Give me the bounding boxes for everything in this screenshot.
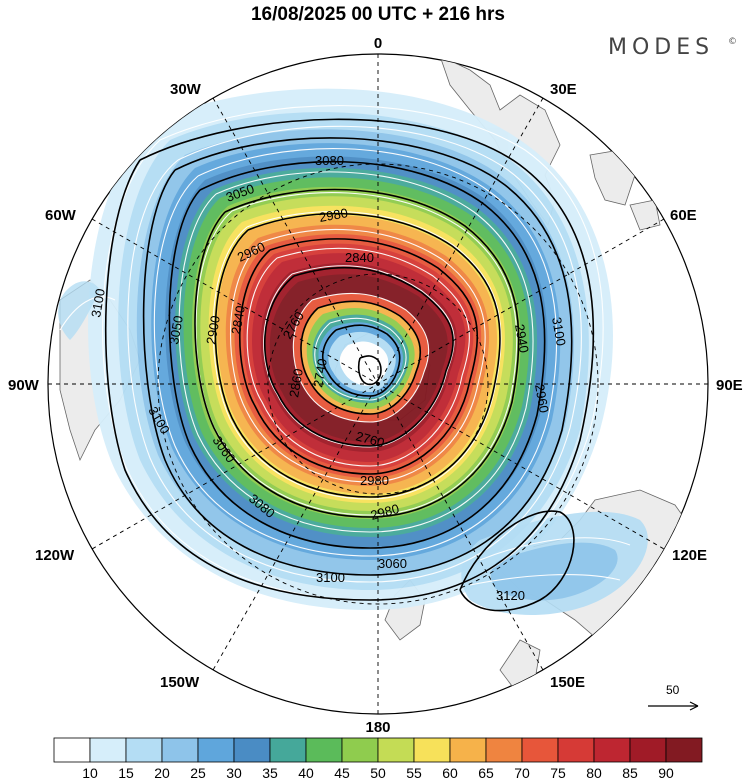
graticule	[48, 54, 708, 714]
lon-label-60w: 60W	[45, 207, 77, 224]
colorbar-swatch	[485, 737, 523, 763]
colorbar-swatch	[341, 737, 379, 763]
contour-label: 2980	[369, 501, 401, 523]
colorbar-tick-label: 50	[370, 765, 386, 781]
lon-label-30w: 30W	[170, 81, 202, 98]
height-contours	[104, 118, 595, 612]
colorbar-swatch	[557, 737, 595, 763]
contour-label: 2940	[512, 323, 532, 354]
island-land	[629, 199, 661, 231]
colorbar-swatch	[593, 737, 631, 763]
lon-label-150e: 150E	[550, 674, 585, 691]
lon-label-120e: 120E	[672, 547, 707, 564]
contour-label: 3080	[315, 153, 344, 168]
contour-labels: 3080 3050 2980 2960 2840 3100 3050 2900 …	[88, 153, 569, 603]
colorbar-swatch	[269, 737, 307, 763]
lon-label-90e: 90E	[716, 377, 743, 394]
contour-3100	[104, 118, 595, 601]
colorbar-swatch	[161, 737, 199, 763]
colorbar-tick-label: 20	[154, 765, 170, 781]
colorbar-swatch	[125, 737, 163, 763]
colorbar-tick-label: 30	[226, 765, 242, 781]
colorbar-tick-label: 45	[334, 765, 350, 781]
contour-label: 2840	[228, 304, 248, 335]
contour-label: 3100	[316, 570, 345, 585]
contour-label: 3120	[496, 588, 525, 603]
contour-2980	[194, 188, 520, 518]
lon-label-150w: 150W	[160, 674, 200, 691]
contour-3050	[168, 160, 546, 549]
colorbar-swatch	[413, 737, 451, 763]
contour-2960	[214, 212, 501, 498]
colorbar-tick-label: 40	[298, 765, 314, 781]
contour-label: 3050	[166, 314, 186, 345]
contour-label: 2960	[532, 383, 552, 414]
brand-logo: MODES ©	[608, 35, 737, 60]
colorbar-swatch	[665, 737, 703, 763]
lon-label-120w: 120W	[35, 547, 75, 564]
contour-2840	[300, 300, 422, 415]
contour-label: 2760	[354, 428, 386, 450]
longitude-labels: 0 180 90W 90E 30W 30E 60W 60E 120W 120E …	[8, 35, 743, 736]
contour-label: 2840	[345, 250, 374, 265]
colorbar-tick-label: 60	[442, 765, 458, 781]
colorbar-tick-label: 35	[262, 765, 278, 781]
colorbar-tick-label: 55	[406, 765, 422, 781]
contour-3080	[142, 137, 573, 576]
colorbar-swatch	[305, 737, 343, 763]
contour-label: 2860	[286, 367, 306, 398]
colorbar-swatch	[629, 737, 667, 763]
contour-label: 3060	[378, 556, 407, 571]
contour-3120	[459, 510, 575, 612]
colorbar-tick-label: 80	[586, 765, 602, 781]
contour-2860	[264, 266, 454, 447]
colorbar-tick-label: 90	[658, 765, 674, 781]
contour-2740	[357, 355, 382, 386]
contour-label: 2980	[318, 205, 349, 225]
lon-label-0: 0	[374, 35, 382, 52]
contour-2760	[321, 324, 401, 397]
brand-text: MODES	[608, 35, 714, 60]
colorbar-tick-label: 85	[622, 765, 638, 781]
contour-label: 2900	[203, 314, 223, 345]
brand-mark: ©	[728, 37, 737, 47]
contour-label: 2740	[310, 357, 330, 388]
colorbar-tick-label: 15	[118, 765, 134, 781]
colorbar-swatch	[233, 737, 271, 763]
map-disk	[47, 53, 709, 715]
colorbar-tick-label: 25	[190, 765, 206, 781]
reference-vector: 50	[648, 683, 699, 711]
lon-label-90w: 90W	[8, 377, 40, 394]
colorbar-tick-label: 65	[478, 765, 494, 781]
colorbar-swatch	[197, 737, 235, 763]
contour-2900	[239, 238, 479, 475]
chart-title: 16/08/2025 00 UTC + 216 hrs	[251, 4, 505, 25]
streamlines	[59, 105, 631, 601]
contour-label: 3100	[88, 287, 108, 318]
secondary-jet-shading	[58, 281, 648, 615]
colorbar-tick-label: 10	[82, 765, 98, 781]
reference-arrow-head	[689, 701, 699, 711]
contour-label: 2980	[360, 473, 389, 488]
contour-label: 3100	[549, 316, 569, 347]
lon-label-180: 180	[365, 719, 390, 736]
colorbar-tick-label: 75	[550, 765, 566, 781]
colorbar-swatch	[377, 737, 415, 763]
colorbar-tick-label: 70	[514, 765, 530, 781]
colorbar-swatch	[53, 737, 91, 763]
reference-vector-label: 50	[666, 683, 680, 697]
colorbar-swatch	[449, 737, 487, 763]
colorbar-swatch	[89, 737, 127, 763]
lon-label-60e: 60E	[670, 207, 697, 224]
colorbar: 10 15 20 25 30 35 40 45 50 55 60 65 70 75 80 85 90	[53, 737, 703, 781]
lon-label-30e: 30E	[550, 81, 577, 98]
colorbar-swatch	[521, 737, 559, 763]
